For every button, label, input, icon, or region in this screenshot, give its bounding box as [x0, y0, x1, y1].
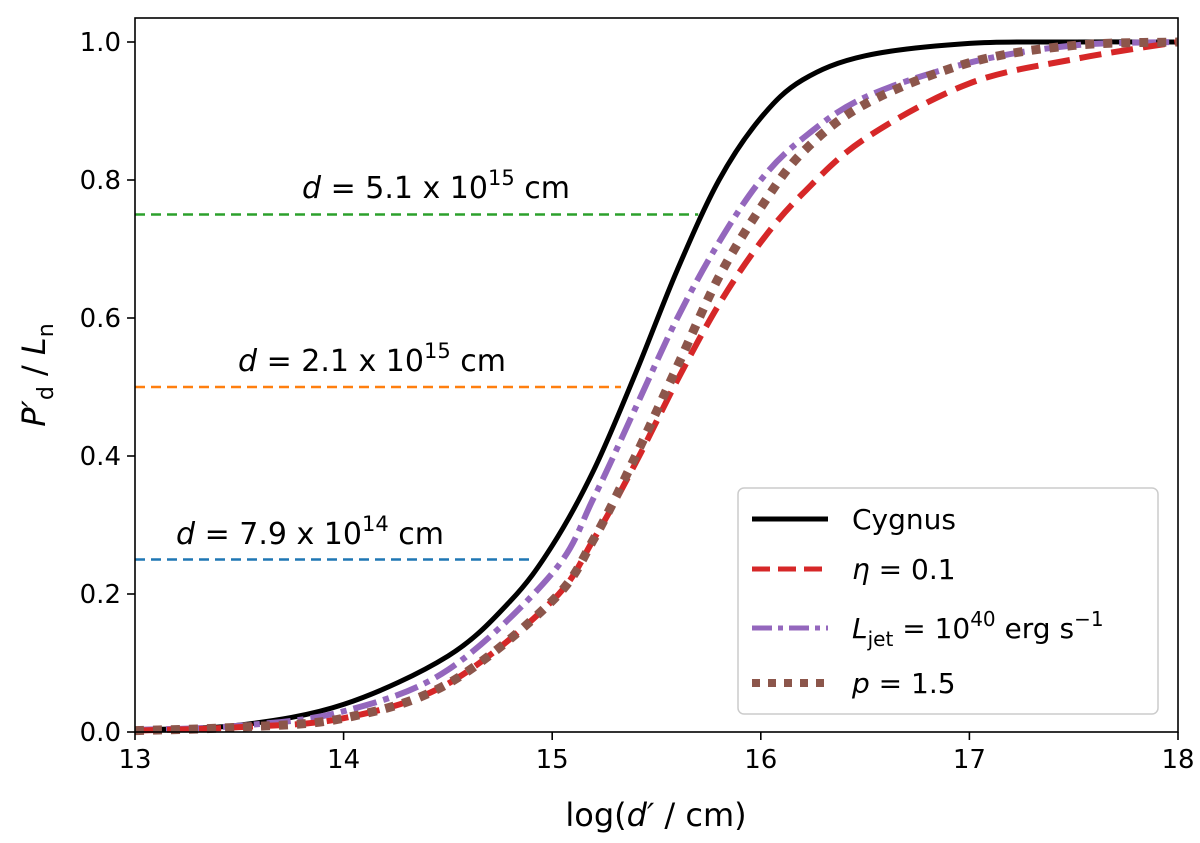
- x-tick-label-5: 18: [1161, 745, 1194, 775]
- legend-label-cygnus: Cygnus: [852, 503, 956, 536]
- annotation-blue: d = 7.9 x 1014 cm: [176, 512, 444, 552]
- y-tick-label-5: 1.0: [80, 28, 121, 58]
- series-line-2: [134, 39, 1179, 733]
- y-tick-label-2: 0.4: [80, 442, 121, 472]
- axes-frame: [134, 17, 1179, 733]
- y-tick-label-1: 0.2: [80, 580, 121, 610]
- x-tick-label-1: 14: [327, 745, 360, 775]
- y-tick-label-3: 0.6: [80, 304, 121, 334]
- x-axis-label: log(d′ / cm): [565, 796, 746, 834]
- ticks: 13 14 15 16 17 18 0.0 0.2 0.4 0.6 0.8 1.0: [80, 28, 1195, 775]
- annotation-green: d = 5.1 x 1015 cm: [302, 166, 570, 206]
- y-tick-label-0: 0.0: [80, 718, 121, 748]
- x-tick-label-0: 13: [118, 745, 151, 775]
- legend-label-p: p = 1.5: [851, 667, 956, 700]
- y-axis-label: P′d / Ln: [15, 323, 59, 426]
- plot-area: [134, 37, 1179, 736]
- legend-label-ljet: Ljet = 1040 erg s−1: [852, 607, 1104, 651]
- x-tick-label-4: 17: [953, 745, 986, 775]
- series-line-0: [134, 39, 1179, 733]
- legend-label-eta: η = 0.1: [852, 553, 956, 586]
- x-tick-label-3: 16: [744, 745, 777, 775]
- legend: Cygnus η = 0.1 Ljet = 1040 erg s−1 p = 1…: [737, 487, 1159, 715]
- series-line-3: [134, 37, 1179, 736]
- series-line-1: [134, 39, 1179, 734]
- legend-box: [737, 487, 1159, 715]
- x-tick-label-2: 15: [536, 745, 569, 775]
- annotation-orange: d = 2.1 x 1015 cm: [238, 339, 506, 379]
- y-tick-label-4: 0.8: [80, 166, 121, 196]
